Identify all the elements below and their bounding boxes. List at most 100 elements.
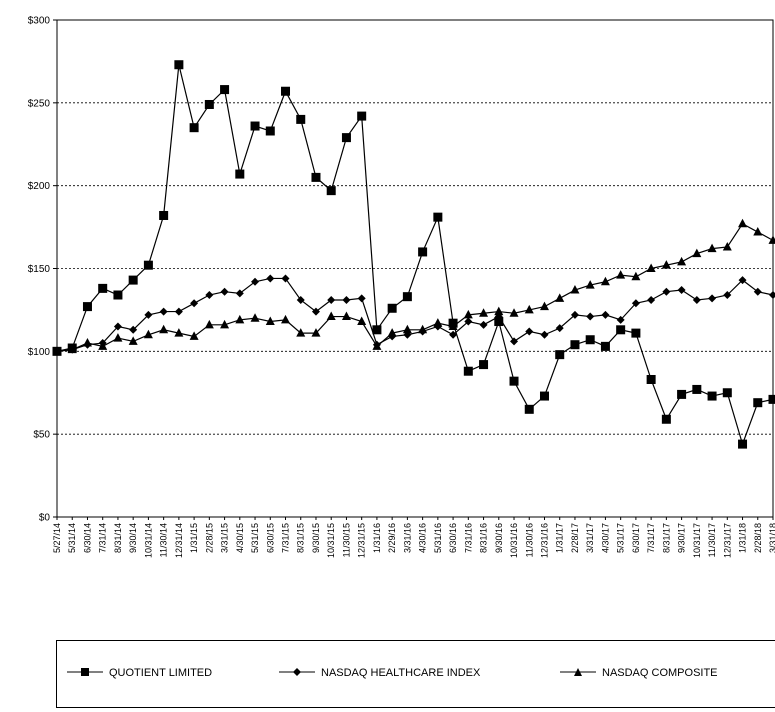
- data-point: [540, 331, 548, 339]
- y-tick-label: $50: [33, 430, 50, 441]
- x-tick-label: 6/30/17: [631, 523, 641, 553]
- data-point: [281, 315, 290, 324]
- data-point: [403, 292, 412, 301]
- series-1: [53, 274, 775, 355]
- x-tick-label: 8/31/15: [296, 523, 306, 553]
- data-point: [190, 299, 198, 307]
- data-point: [205, 320, 214, 329]
- x-tick-label: 5/31/16: [433, 523, 443, 553]
- data-point: [327, 186, 336, 195]
- data-point: [159, 325, 168, 334]
- data-point: [540, 392, 549, 401]
- data-point: [662, 415, 671, 424]
- y-tick-label: $250: [28, 98, 51, 109]
- legend-label-composite: NASDAQ COMPOSITE: [602, 667, 718, 679]
- x-tick-label: 9/30/17: [677, 523, 687, 553]
- data-point: [342, 296, 350, 304]
- data-point: [555, 293, 564, 302]
- data-point: [98, 284, 107, 293]
- x-tick-label: 10/31/14: [143, 523, 153, 558]
- data-point: [753, 227, 762, 236]
- x-tick-label: 7/31/15: [281, 523, 291, 553]
- data-point: [372, 325, 381, 334]
- x-tick-label: 4/30/15: [235, 523, 245, 553]
- data-point: [480, 321, 488, 329]
- data-point: [601, 342, 610, 351]
- data-point: [251, 122, 260, 131]
- x-tick-label: 8/31/17: [661, 523, 671, 553]
- series: [53, 60, 775, 448]
- data-point: [708, 294, 716, 302]
- x-tick-label: 1/31/17: [555, 523, 565, 553]
- series-line: [57, 65, 773, 444]
- data-point: [662, 288, 670, 296]
- data-point: [418, 247, 427, 256]
- x-tick-label: 11/30/17: [707, 523, 717, 557]
- data-point: [464, 367, 473, 376]
- data-point: [510, 337, 518, 345]
- data-point: [479, 360, 488, 369]
- y-tick-label: $200: [28, 181, 51, 192]
- x-tick-label: 1/31/15: [189, 523, 199, 553]
- x-tick-label: 5/31/15: [250, 523, 260, 553]
- data-point: [769, 235, 775, 244]
- data-point: [83, 338, 92, 347]
- data-point: [586, 313, 594, 321]
- x-tick-label: 6/30/16: [448, 523, 458, 553]
- x-tick-label: 11/30/15: [341, 523, 351, 557]
- x-tick-label: 12/31/16: [539, 523, 549, 558]
- x-tick-label: 4/30/17: [600, 523, 610, 553]
- series-2: [53, 219, 775, 355]
- data-point: [555, 350, 564, 359]
- data-point: [708, 392, 717, 401]
- x-tick-label: 3/31/15: [220, 523, 230, 553]
- data-point: [753, 398, 762, 407]
- x-tick-label: 1/31/18: [738, 523, 748, 553]
- x-tick-label: 1/31/16: [372, 523, 382, 553]
- data-point: [175, 308, 183, 316]
- y-tick-label: $300: [28, 16, 51, 27]
- data-point: [221, 288, 229, 296]
- legend-label-quotient: QUOTIENT LIMITED: [109, 667, 212, 679]
- data-point: [220, 85, 229, 94]
- data-point: [525, 405, 534, 414]
- series-0: [53, 60, 775, 448]
- data-point: [342, 312, 351, 321]
- x-tick-label: 2/28/18: [753, 523, 763, 553]
- x-tick-label: 5/31/14: [67, 523, 77, 553]
- x-tick-label: 5/31/17: [616, 523, 626, 553]
- data-point: [327, 312, 336, 321]
- data-point: [570, 340, 579, 349]
- x-tick-label: 2/28/15: [204, 523, 214, 553]
- data-point: [296, 328, 305, 337]
- x-tick-label: 10/31/15: [326, 523, 336, 558]
- data-point: [601, 311, 609, 319]
- y-tick-label: $0: [39, 513, 51, 524]
- data-point: [190, 123, 199, 132]
- x-tick-label: 12/31/14: [174, 523, 184, 558]
- x-tick-label: 9/30/14: [128, 523, 138, 553]
- data-point: [235, 170, 244, 179]
- x-tick-label: 7/31/16: [463, 523, 473, 553]
- data-point: [388, 304, 397, 313]
- data-point: [205, 100, 214, 109]
- x-tick-label: 12/31/15: [357, 523, 367, 558]
- data-point: [540, 302, 549, 311]
- x-tick-label: 7/31/17: [646, 523, 656, 553]
- x-tick-label: 7/31/14: [98, 523, 108, 553]
- legend-diamond-marker: [293, 668, 301, 676]
- data-point: [738, 440, 747, 449]
- data-point: [113, 291, 122, 300]
- x-tick-label: 11/30/16: [524, 523, 534, 557]
- data-point: [113, 333, 122, 342]
- legend-item-composite: NASDAQ COMPOSITE: [560, 667, 718, 679]
- data-point: [129, 276, 138, 285]
- x-tick-label: 8/31/14: [113, 523, 123, 553]
- data-point: [693, 296, 701, 304]
- legend-label-healthcare: NASDAQ HEALTHCARE INDEX: [321, 667, 481, 679]
- x-tick-label: 3/31/18: [768, 523, 775, 553]
- legend-item-quotient: QUOTIENT LIMITED: [67, 667, 212, 679]
- data-point: [433, 213, 442, 222]
- x-tick-label: 3/31/16: [402, 523, 412, 553]
- data-point: [403, 325, 412, 334]
